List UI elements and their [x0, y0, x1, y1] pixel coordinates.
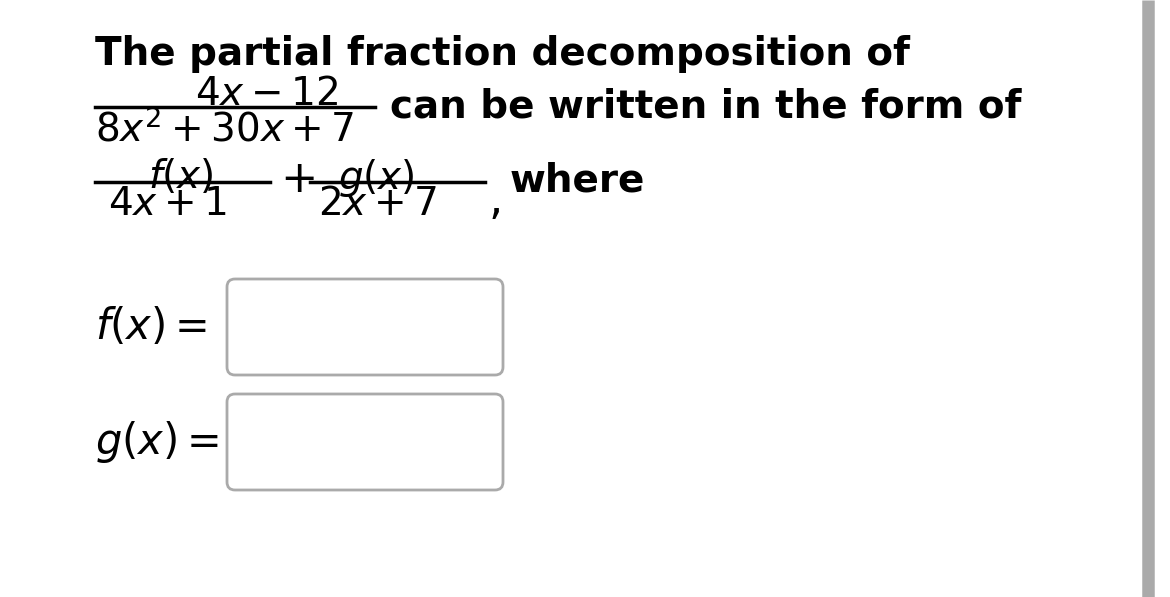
FancyBboxPatch shape: [227, 279, 503, 375]
Text: where: where: [510, 161, 646, 199]
Text: $f(x)$: $f(x)$: [147, 157, 214, 196]
Text: $+$: $+$: [280, 158, 315, 202]
Text: $2x + 7$: $2x + 7$: [318, 185, 436, 223]
Text: can be written in the form of: can be written in the form of: [390, 88, 1021, 126]
Text: $4x + 1$: $4x + 1$: [108, 185, 227, 223]
Text: $,$: $,$: [488, 180, 500, 223]
Text: $4x - 12$: $4x - 12$: [195, 75, 338, 113]
Text: The partial fraction decomposition of: The partial fraction decomposition of: [95, 35, 910, 73]
Text: $g(x) =$: $g(x) =$: [95, 419, 219, 465]
FancyBboxPatch shape: [227, 394, 503, 490]
Text: $f(x) =$: $f(x) =$: [95, 306, 207, 348]
Text: $g(x)$: $g(x)$: [338, 157, 414, 199]
Text: $8x^2 + 30x + 7$: $8x^2 + 30x + 7$: [95, 110, 355, 150]
